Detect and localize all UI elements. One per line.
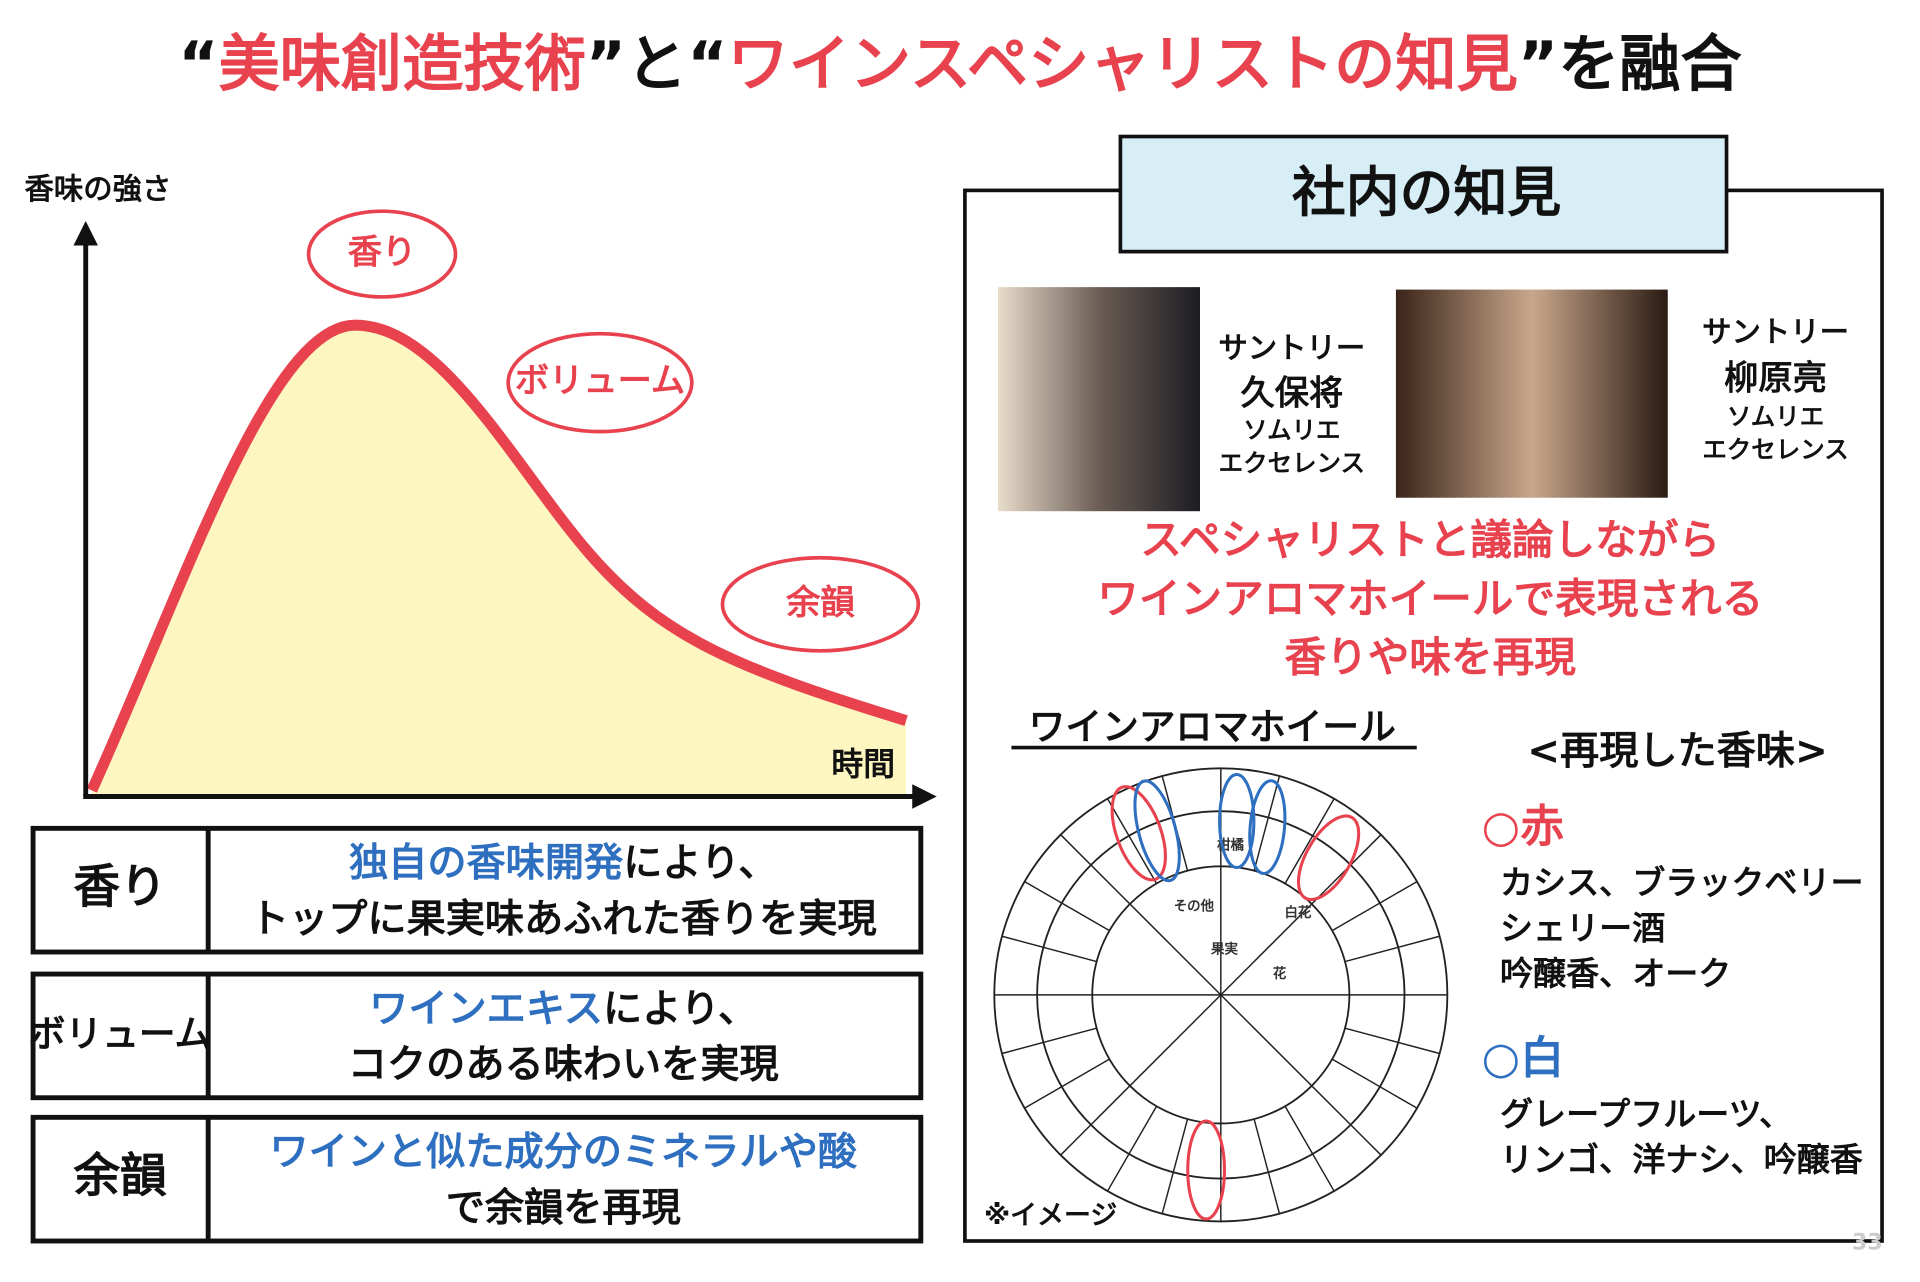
group-item: グレープフルーツ、 (1500, 1095, 1792, 1134)
wheel-spoke (1344, 1027, 1440, 1055)
wheel-spoke (1024, 880, 1110, 932)
person-name: 柳原亮 (1724, 359, 1827, 399)
group-item: 吟醸香、オーク (1500, 954, 1731, 993)
slide-title: “美味創造技術”と“ワインスペシャリストの知見”を融合 (178, 29, 1742, 100)
wheel-spoke (1024, 1058, 1110, 1109)
row-segment: により、 (623, 841, 777, 886)
panel-header: 社内の知見 (1292, 161, 1561, 224)
label-ellipse (306, 209, 458, 299)
table-row (30, 1114, 924, 1244)
x-label: 時間 (831, 745, 895, 783)
curve-label: ボリューム (515, 361, 685, 401)
reproduced-heading: <再現した香味> (1527, 729, 1828, 774)
wheel-spoke (1060, 834, 1222, 996)
title-part: 美味創造技術 (218, 29, 585, 100)
title-part: ”と“ (586, 29, 728, 100)
wheel-spoke (1106, 798, 1158, 884)
person-name: 久保将 (1240, 373, 1343, 413)
curve-label: 余韻 (785, 583, 855, 623)
page-number: 33 (1852, 1230, 1883, 1255)
wheel-highlight (1186, 1119, 1227, 1221)
group-item: リンゴ、洋ナシ、吟醸香 (1500, 1140, 1863, 1179)
row-segment: 独自の香味開発 (349, 841, 624, 886)
wheel-highlight (1218, 772, 1256, 870)
wheel-spoke (1344, 935, 1440, 963)
row-label: 香り (73, 860, 166, 914)
wheel-spoke (1284, 798, 1335, 884)
person-title1: ソムリエ (1727, 402, 1824, 431)
wheel-spoke (1284, 1105, 1335, 1192)
row-segment: により、 (603, 986, 757, 1031)
row-label: 余韻 (72, 1149, 167, 1203)
wheel-label: その他 (1174, 898, 1215, 915)
wheel-spoke (1106, 1105, 1158, 1192)
panel-header-box (1118, 134, 1729, 254)
message-line: 香りや味を再現 (1285, 633, 1577, 682)
axis-arrow (73, 221, 98, 246)
curve-label: 香り (348, 233, 417, 273)
row-line: コクのある味わいを実現 (348, 1043, 779, 1088)
wheel-highlight (1248, 779, 1287, 876)
group-label: ○赤 (1482, 802, 1565, 853)
wheel-title: ワインアロマホイール (1029, 706, 1396, 749)
wheel-label: 果実 (1211, 941, 1238, 958)
row-segment: ワインと似た成分のミネラルや酸 (269, 1130, 857, 1175)
wheel-label: 白花 (1285, 904, 1312, 921)
axis-arrow (912, 784, 937, 809)
wheel-spoke (1331, 880, 1418, 932)
label-ellipse (720, 555, 921, 653)
wheel-spoke (1253, 775, 1281, 871)
group-label: ○白 (1482, 1033, 1565, 1084)
row-line: ワインエキスにより、 (369, 986, 757, 1031)
curve-area (91, 325, 907, 795)
person-company: サントリー (1702, 315, 1849, 349)
message-line: ワインアロマホイールで表現される (1097, 574, 1763, 623)
wheel-spoke (1253, 1118, 1281, 1214)
person-title2: エクセレンス (1702, 435, 1848, 464)
row-line: トップに果実味あふれた香りを実現 (250, 897, 877, 942)
table-row (30, 825, 924, 955)
title-part: ワインスペシャリストの知見 (728, 29, 1518, 100)
y-label: 香味の強さ (25, 172, 172, 206)
curve (86, 319, 908, 793)
wheel-label: 花 (1273, 965, 1287, 982)
wheel-spoke (1220, 994, 1382, 1156)
title-part: “ (178, 29, 218, 100)
wheel-highlight (1296, 814, 1361, 902)
photo (1395, 289, 1668, 498)
row-line: 独自の香味開発により、 (349, 841, 778, 886)
wheel-highlight (1133, 779, 1181, 883)
label-ellipse (506, 331, 694, 434)
wheel-spoke (1161, 1118, 1189, 1214)
person-title2: エクセレンス (1219, 449, 1365, 478)
wheel-spoke (1001, 935, 1097, 963)
person-company: サントリー (1218, 331, 1365, 365)
wheel-spoke (1060, 994, 1222, 1156)
row-line: ワインと似た成分のミネラルや酸 (269, 1130, 857, 1175)
person-title1: ソムリエ (1243, 416, 1340, 445)
group-item: カシス、ブラックベリー (1500, 863, 1864, 902)
wheel-highlight (1110, 785, 1167, 882)
wheel-spoke (1001, 1027, 1097, 1055)
wheel-spoke (1331, 1058, 1418, 1109)
group-item: シェリー酒 (1500, 908, 1665, 947)
row-label: ボリューム (29, 1012, 212, 1055)
row-segment: ワインエキス (369, 986, 603, 1031)
wheel-spoke (1220, 834, 1382, 996)
message-line: スペシャリストと議論しながら (1140, 515, 1720, 564)
row-line: で余韻を再現 (446, 1186, 681, 1231)
table-row (30, 971, 924, 1101)
title-part: ”を融合 (1518, 29, 1743, 100)
wheel-note: ※イメージ (984, 1200, 1117, 1231)
photo (997, 287, 1200, 512)
